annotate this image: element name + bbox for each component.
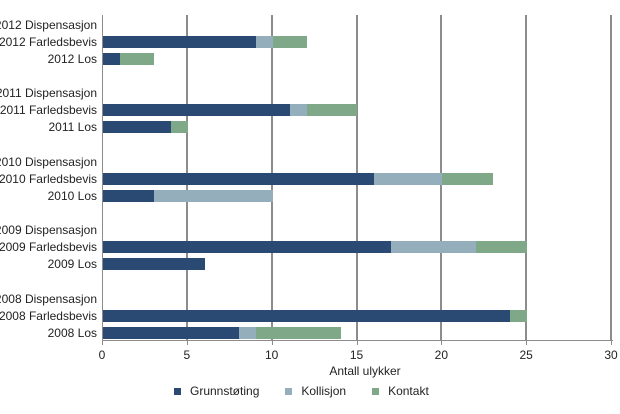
bar-segment-kontakt [170,121,188,133]
bar [103,310,528,322]
x-tick [271,341,273,345]
gridline [525,15,528,341]
bar [103,53,154,65]
bar-segment-grunnstoting [103,327,239,339]
category-label: 2008 Los [47,326,97,340]
bar-segment-kollisjon [255,36,273,48]
category-label: 2012 Los [47,52,97,66]
legend: Grunnstøting Kollisjon Kontakt [174,384,455,398]
x-tick-label: 25 [519,348,533,362]
category-label: 2009 Dispensasjon [0,223,97,237]
gridline [610,15,612,341]
bar-segment-kontakt [510,310,528,322]
y-axis-line [102,15,103,341]
category-label: 2010 Dispensasjon [0,155,97,169]
bar-segment-kollisjon [391,241,477,253]
x-tick [441,341,443,345]
legend-item-kollisjon: Kollisjon [285,384,346,398]
bar-segment-grunnstoting [103,173,375,185]
legend-swatch-grunnstoting [174,387,181,395]
category-label: 2009 Farledsbevis [0,240,97,254]
bar-segment-grunnstoting [103,104,290,116]
plot-area [102,15,613,345]
legend-label: Kontakt [388,384,429,398]
category-label: 2012 Farledsbevis [0,35,97,49]
legend-label: Grunnstøting [190,384,260,398]
bar [103,241,528,253]
bar-segment-kontakt [476,241,528,253]
bar-segment-kontakt [442,173,494,185]
bar [103,327,341,339]
bar [103,258,205,270]
x-tick [356,341,358,345]
x-tick-label: 15 [349,348,364,362]
x-tick-label: 20 [434,348,448,362]
bar [103,190,273,202]
x-axis-title-text: Antall ulykker [329,364,401,378]
bar [103,104,358,116]
legend-label: Kollisjon [301,384,347,398]
bar-segment-kollisjon [238,327,256,339]
bar-segment-grunnstoting [103,310,511,322]
category-label: 2010 Farledsbevis [0,172,97,186]
x-tick-label: 0 [98,348,106,362]
x-tick-label: 10 [264,348,279,362]
category-label: 2010 Los [47,189,97,203]
legend-item-kontakt: Kontakt [372,384,429,398]
x-tick [526,341,528,345]
bar-segment-kontakt [255,327,341,339]
legend-item-grunnstoting: Grunnstøting [174,384,259,398]
bar-segment-kollisjon [153,190,273,202]
bar-segment-grunnstoting [103,258,205,270]
bar-segment-grunnstoting [103,36,256,48]
category-label: 2011 Los [48,120,98,134]
category-label: 2011 Farledsbevis [0,103,97,117]
x-tick-label: 30 [604,348,618,362]
category-label: 2012 Dispensasjon [0,18,97,32]
bar-segment-grunnstoting [103,53,120,65]
bar-segment-grunnstoting [103,121,171,133]
legend-swatch-kollisjon [285,387,293,395]
bar-segment-kollisjon [374,173,443,185]
x-axis-title: Antall ulykker [0,364,620,378]
x-tick-label: 5 [183,348,191,362]
x-tick [102,341,103,345]
bar [103,36,307,48]
bar-segment-kontakt [119,53,154,65]
category-label: 2008 Dispensasjon [0,292,97,306]
bar-segment-kontakt [272,36,307,48]
category-label: 2008 Farledsbevis [0,309,97,323]
bar [103,173,494,185]
x-tick [186,341,188,345]
x-tick [611,341,612,345]
bar-segment-grunnstoting [103,190,154,202]
category-label: 2011 Dispensasjon [0,86,97,100]
bar-segment-grunnstoting [103,241,392,253]
legend-swatch-kontakt [372,387,380,395]
bar-segment-kontakt [306,104,358,116]
bar-segment-kollisjon [289,104,307,116]
category-label: 2009 Los [47,257,97,271]
x-axis-line [102,340,613,341]
bar [103,121,188,133]
